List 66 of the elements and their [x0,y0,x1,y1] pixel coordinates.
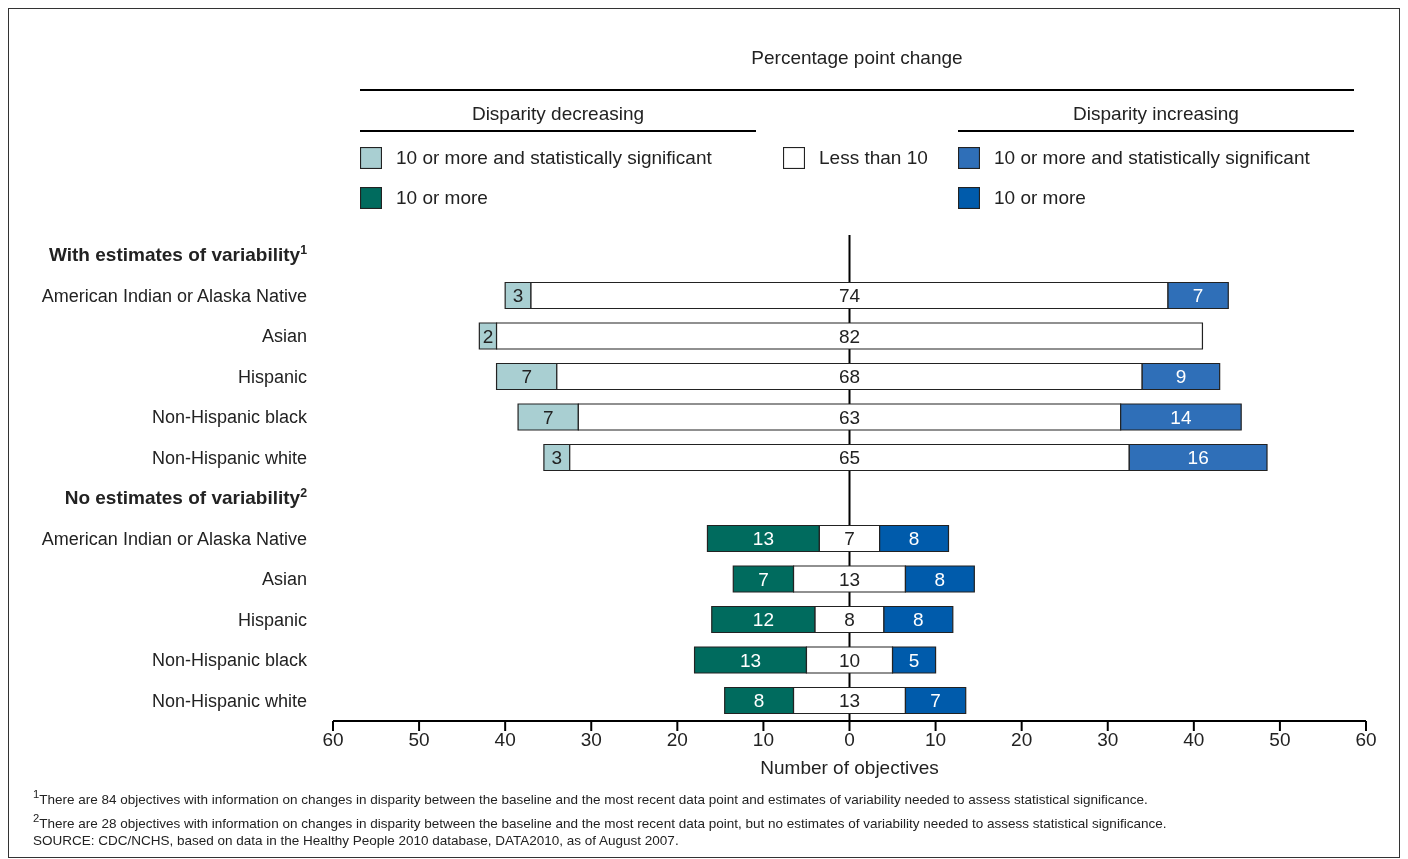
y-tick-label: Hispanic [237,366,307,387]
y-tick-label: With estimates of variability$^{1}$ [49,243,308,266]
x-tick-label: 60 [1355,729,1377,751]
data-label: 7 [521,366,532,388]
y-tick-label: Non-Hispanic white [151,447,307,468]
x-tick-label: 30 [1097,729,1119,751]
data-label: 13 [752,528,774,550]
data-label: 8 [908,528,920,550]
data-label: 12 [752,609,774,631]
data-label: 7 [758,568,769,590]
y-tick-label: Non-Hispanic black [151,650,308,671]
x-tick-label: 10 [752,729,774,751]
data-label: 5 [908,649,920,671]
text: Disparity increasing [958,102,1354,132]
data-label: 3 [512,285,524,307]
data-label: 8 [753,690,765,712]
x-tick-label: 20 [666,729,688,751]
data-label: 3 [551,447,563,469]
data-label: 14 [1170,406,1192,428]
x-tick-label: 60 [322,729,344,751]
y-tick-label: American Indian or Alaska Native [41,285,307,306]
legend-label: Less than 10 [819,146,928,168]
y-tick-label: Hispanic [237,609,307,630]
data-label: 13 [739,649,762,671]
data-label: 8 [934,568,946,590]
x-tick-label: 50 [1269,729,1291,751]
data-label: 74 [838,285,861,307]
data-label: 13 [838,690,861,712]
y-tick-label: Non-Hispanic black [151,407,308,428]
legend-label: 10 or more [994,186,1086,208]
data-label: 10 [838,649,861,671]
y-tick-label: Asian [261,326,307,347]
y-tick-label: American Indian or Alaska Native [41,528,307,549]
x-axis-title: Number of objectives [759,757,940,779]
x-tick-label: 30 [580,729,602,751]
x-tick-label: 20 [1011,729,1033,751]
data-label: 2 [482,325,494,347]
legend-label: 10 or more and statistically significant [396,146,712,168]
data-label: 7 [930,690,941,712]
text: Disparity decreasing [360,102,756,132]
legend-label: 10 or more [396,186,488,208]
data-label: 82 [838,325,861,347]
data-label: 7 [542,406,554,428]
data-label: 63 [838,406,861,428]
x-tick-label: 50 [408,729,430,751]
legend-title: Percentage point change [360,47,1354,91]
text: $^{1}$There are 84 objectives with information on changes in disparity between the baseline and the most recent data point and estimates of variability needed to assess statistical significance. [33,787,1149,809]
data-label: 9 [1175,366,1187,388]
data-label: 13 [838,568,861,590]
x-tick-label: 40 [494,729,516,751]
x-tick-label: 10 [925,729,947,751]
x-tick-label: 0 [844,729,855,751]
data-label: 16 [1187,447,1209,469]
data-label: 7 [844,528,855,550]
data-label: 68 [838,366,861,388]
y-tick-label: Asian [261,569,307,590]
data-label: 8 [913,609,924,631]
y-tick-label: Non-Hispanic white [151,690,307,711]
text: $^{2}$There are 28 objectives with information on changes in disparity between the baseline and the most recent data point, but no estimates of variability needed to assess statistical significance. [33,810,1167,832]
data-label: 8 [844,609,855,631]
x-tick-label: 40 [1183,729,1205,751]
legend-label: 10 or more and statistically significant [994,146,1310,168]
data-label: 7 [1192,285,1204,307]
source-note: SOURCE: CDC/NCHS, based on data in the Healthy People 2010 database, DATA2010, as of August 2007. [33,832,680,850]
data-label: 65 [838,447,861,469]
y-tick-label: No estimates of variability$^{2}$ [64,486,308,509]
